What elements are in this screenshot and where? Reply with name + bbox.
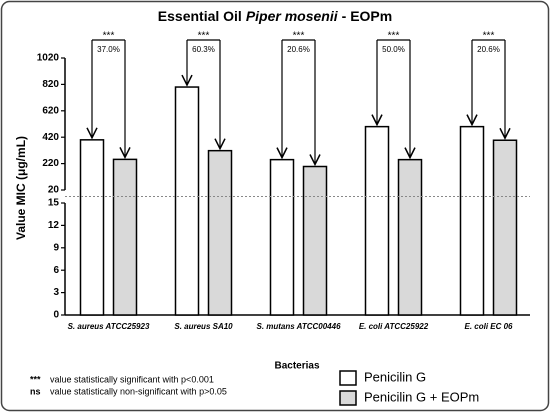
legend-label: Penicilin G <box>364 369 426 384</box>
arrow-head <box>276 147 288 160</box>
y-tick-label: 12 <box>48 220 60 231</box>
significance: *** <box>103 31 115 42</box>
percent-label: 60.3% <box>192 45 215 54</box>
arrow-head <box>404 147 416 160</box>
x-tick-label: S. aureus SA10 <box>174 322 233 331</box>
y-tick-label: 820 <box>42 79 59 90</box>
significance: *** <box>293 31 305 42</box>
bar <box>112 158 138 316</box>
arrow-head <box>309 154 321 167</box>
y-tick-label: 20 <box>48 185 60 196</box>
arrow-head <box>466 114 478 127</box>
x-tick-label: E. coli EC 06 <box>464 322 513 331</box>
chart-title: Essential Oil Piper mosenii - EOPm <box>158 8 392 24</box>
footnote-text: value statistically non-significant with… <box>50 386 227 396</box>
bar <box>79 139 105 316</box>
arrow-head <box>214 138 226 151</box>
bar <box>207 149 233 316</box>
legend-label: Penicilin G + EOPm <box>364 389 479 404</box>
significance: *** <box>483 31 495 42</box>
y-tick-label: 3 <box>53 287 59 298</box>
y-tick-label: 9 <box>53 242 59 253</box>
bar <box>459 125 485 316</box>
y-tick-label: 1020 <box>37 53 60 64</box>
x-tick-label: S. aureus ATCC25923 <box>68 322 150 331</box>
y-tick-label: 620 <box>42 105 59 116</box>
x-axis-label: Bacterias <box>274 361 319 372</box>
y-tick-label: 220 <box>42 158 59 169</box>
arrow-head <box>181 74 193 87</box>
bar <box>397 158 423 316</box>
bar <box>364 125 390 316</box>
percent-label: 20.6% <box>287 45 310 54</box>
y-axis-label: Value MIC (μg/mL) <box>14 136 28 240</box>
legend-swatch <box>339 390 357 406</box>
percent-label: 20.6% <box>477 45 500 54</box>
y-tick-label: 15 <box>48 198 60 209</box>
x-tick-label: E. coli ATCC25922 <box>359 322 429 331</box>
y-tick-label: 0 <box>53 310 59 321</box>
arrow-head <box>119 147 131 160</box>
significance: *** <box>198 31 210 42</box>
bar <box>269 158 295 316</box>
arrow-head <box>499 127 511 140</box>
y-tick-label: 420 <box>42 132 59 143</box>
y-tick-label: 6 <box>53 265 59 276</box>
bar <box>492 139 518 316</box>
footnote-symbol: *** <box>30 374 41 384</box>
bar <box>174 86 200 316</box>
percent-label: 50.0% <box>382 45 405 54</box>
footnote-symbol: ns <box>30 386 41 396</box>
arrow-head <box>86 127 98 140</box>
footnote-text: value statistically significant with p<0… <box>50 374 214 384</box>
bar <box>302 165 328 316</box>
significance: *** <box>388 31 400 42</box>
arrow-head <box>371 114 383 127</box>
x-tick-label: S. mutans ATCC00446 <box>256 322 341 331</box>
legend-swatch <box>339 370 357 386</box>
percent-label: 37.0% <box>97 45 120 54</box>
